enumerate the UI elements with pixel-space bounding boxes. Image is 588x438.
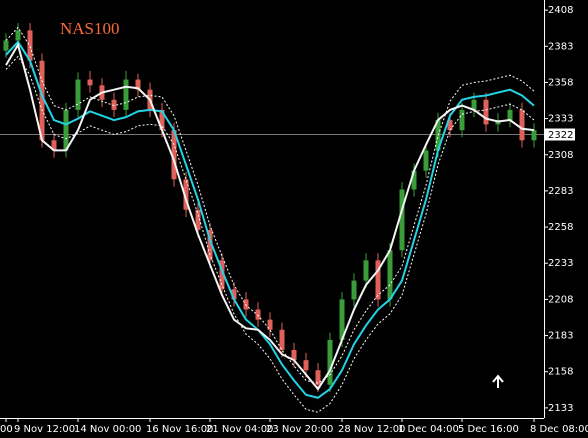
candle-body [291,350,297,361]
candle-body [387,250,393,300]
candle-body [507,109,513,121]
current-price-box [545,128,575,141]
candle-body [279,329,285,351]
candle-body [399,189,405,251]
candle-body [327,339,333,385]
y-tick-label: 2133 [548,403,573,414]
candle-body [219,260,225,290]
candle-body [75,79,81,110]
x-tick-label: 00 [0,424,13,435]
y-tick-label: 2333 [548,114,573,125]
x-tick-label: 21 Nov 04:00 [206,424,273,435]
candle-body [135,79,141,90]
candle-body [111,99,117,110]
candle-body [87,79,93,86]
y-tick-label: 2308 [548,150,573,161]
candle-body [3,40,9,51]
x-tick-label: 9 Nov 12:00 [14,424,75,435]
y-tick-label: 2208 [548,294,573,305]
x-tick-label: 14 Nov 00:00 [74,424,141,435]
candle-body [447,120,453,131]
candle-body [351,280,357,300]
candle-body [519,109,525,141]
candle-body [423,150,429,171]
candle-body [195,209,201,230]
chart-title: NAS100 [60,19,120,38]
y-tick-label: 2408 [548,5,573,16]
x-tick-label: 23 Nov 20:00 [266,424,333,435]
current-price-label: 2322 [548,130,573,141]
candle-body [267,319,273,330]
x-tick-label: 16 Nov 16:00 [146,424,213,435]
x-tick-label: 1 Dec 04:00 [398,424,459,435]
y-tick-label: 2258 [548,222,573,233]
y-tick-label: 2383 [548,41,573,52]
candle-body [207,229,213,261]
candle-body [303,360,309,371]
candle-body [459,109,465,131]
candle-body [15,30,21,41]
candle-body [159,109,165,131]
candle-body [339,299,345,340]
x-tick-label: 5 Dec 16:00 [458,424,519,435]
candle-body [315,370,321,385]
y-tick-label: 2183 [548,331,573,342]
moving-average-line [5,42,535,391]
candle-body [27,30,33,61]
arrow-icon [492,374,504,388]
candle-body [435,120,441,151]
y-tick-label: 2358 [548,77,573,88]
candle-body [231,289,237,300]
candle-body [363,260,369,281]
candle-body [411,170,417,190]
candle-body [471,99,477,110]
candle-body [375,260,381,300]
y-tick-label: 2283 [548,186,573,197]
candle-body [531,130,537,141]
x-tick-label: 28 Nov 12:00 [338,424,405,435]
candle-body [123,79,129,110]
candle-body [183,179,189,210]
y-tick-label: 2158 [548,367,573,378]
moving-average-line [5,40,535,399]
candle-body [51,140,57,151]
x-tick-label: 8 Dec 08:00 [530,424,588,435]
y-tick-label: 2233 [548,258,573,269]
band-line [5,55,535,413]
candle-body [63,109,69,151]
candle-body [39,60,45,141]
candle-body [255,309,261,320]
candle-body [171,130,177,180]
candle-body [483,99,489,125]
